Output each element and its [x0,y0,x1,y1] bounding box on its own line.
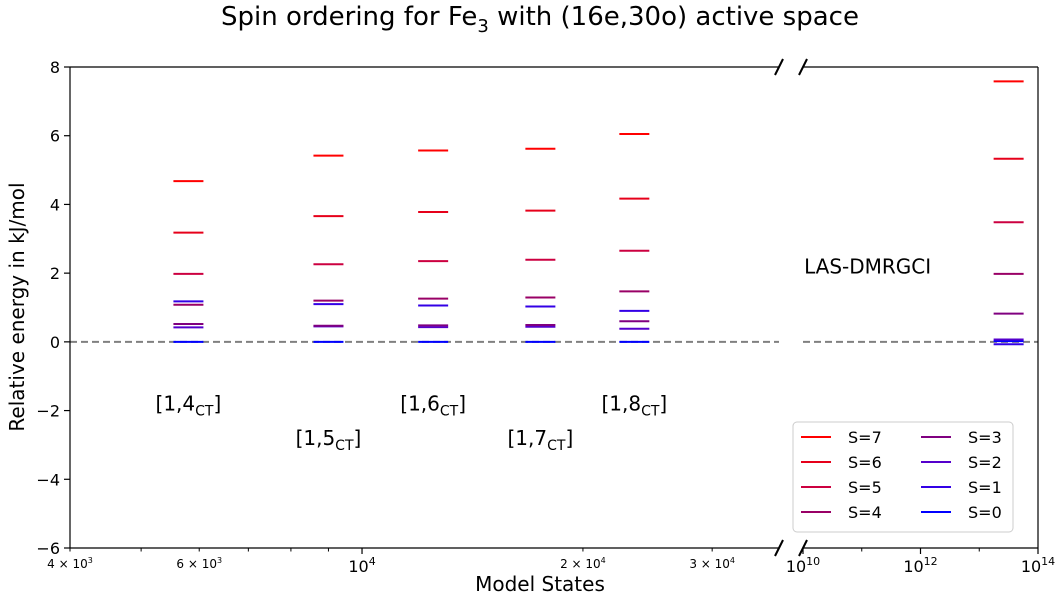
tick-mantissa: 3 × 10 [689,557,730,571]
x-minor-tick-label-2: 2 × 104 [560,556,606,571]
chart-title-group: Spin ordering for Fe3 with (16e,30o) act… [221,2,859,37]
y-tick-label-1: −4 [36,470,60,489]
legend-label-S4: S=4 [848,503,882,522]
group-label-subscript: CT [335,438,354,454]
tick-exponent: 3 [217,556,222,565]
y-tick-label-0: −6 [36,539,60,558]
x-right-tick-label-0: 1010 [786,555,820,576]
tick-exponent: 3 [88,556,93,565]
group-label-close: ] [565,426,573,450]
chart-title-main: Spin ordering for Fe [221,2,477,32]
legend-label-S7: S=7 [848,428,882,447]
group-label-main: [1,5 [296,426,336,450]
tick-exponent: 4 [730,556,735,565]
x-axis-label: Model States [475,572,605,593]
tick-base: 10 [903,557,923,576]
tick-base: 10 [786,557,806,576]
tick-exponent: 10 [806,555,820,568]
group-label-main: [1,8 [601,392,641,416]
tick-mantissa: 4 × 10 [47,557,88,571]
legend-box [792,421,1014,533]
axis-break-slash-2 [798,58,808,76]
x-major-tick-label-0: 104 [348,555,375,576]
tick-exponent: 4 [369,555,376,568]
chart-title-subscript: 3 [477,16,488,37]
legend-label-S5: S=5 [848,478,882,497]
x-right-tick-label-1: 1012 [903,555,937,576]
group-label-subscript: CT [440,404,459,420]
y-tick-label-3: 0 [50,333,60,352]
tick-base: 10 [1021,557,1041,576]
y-axis-label: Relative energy in kJ/mol [5,182,29,431]
legend-label-S3: S=3 [968,428,1002,447]
group-label-4: [1,8CT] [601,392,667,420]
group-label-0: [1,4CT] [156,392,222,420]
group-label-main: [1,4 [156,392,196,416]
legend-label-S1: S=1 [968,478,1002,497]
group-label-main: [1,6 [400,392,440,416]
axes-spines [69,66,1039,549]
x-minor-tick-label-1: 6 × 103 [176,556,222,571]
legend: S=7 S=6 S=5 S=4 S=3 S=2 S=1 S=0 [792,421,1014,533]
x-minor-tick-label-0: 4 × 103 [47,556,93,571]
chart-title-rest: with (16e,30o) active space [489,2,859,32]
tick-exponent: 14 [1041,555,1055,568]
group-label-3: [1,7CT] [508,426,574,454]
group-label-close: ] [354,426,362,450]
tick-mantissa: 2 × 10 [560,557,601,571]
tick-exponent: 4 [601,556,606,565]
legend-label-S6: S=6 [848,453,882,472]
tick-base: 10 [348,557,368,576]
energy-levels [173,80,1024,346]
x-minor-tick-label-3: 3 × 104 [689,556,735,571]
group-label-subscript: CT [195,404,214,420]
tick-exponent: 12 [924,555,938,568]
y-tick-label-2: −2 [36,402,60,421]
group-label-subscript: CT [641,404,660,420]
group-label-close: ] [213,392,221,416]
group-label-close: ] [458,392,466,416]
legend-label-S0: S=0 [968,503,1002,522]
y-axis: −6 −4 −2 0 2 4 6 8 [36,58,70,558]
y-tick-label-4: 2 [50,264,60,283]
group-label-subscript: CT [547,438,566,454]
y-tick-label-5: 4 [50,195,60,214]
axis-break-slash-0 [774,58,784,76]
tick-mantissa: 6 × 10 [176,557,217,571]
annotation-0: LAS-DMRGCI [804,254,931,278]
group-label-close: ] [659,392,667,416]
x-axis-right: 1010 1012 1014 [786,548,1055,576]
y-tick-label-7: 8 [50,58,60,77]
group-label-main: [1,7 [508,426,548,450]
chart-title: Spin ordering for Fe3 with (16e,30o) act… [221,2,859,37]
group-label-1: [1,5CT] [296,426,362,454]
y-tick-label-6: 6 [50,127,60,146]
axis-break-slash-1 [774,539,784,557]
y-axis-label-group: Relative energy in kJ/mol [5,182,29,431]
group-label-2: [1,6CT] [400,392,466,420]
x-right-tick-label-2: 1014 [1021,555,1055,576]
legend-label-S2: S=2 [968,453,1002,472]
